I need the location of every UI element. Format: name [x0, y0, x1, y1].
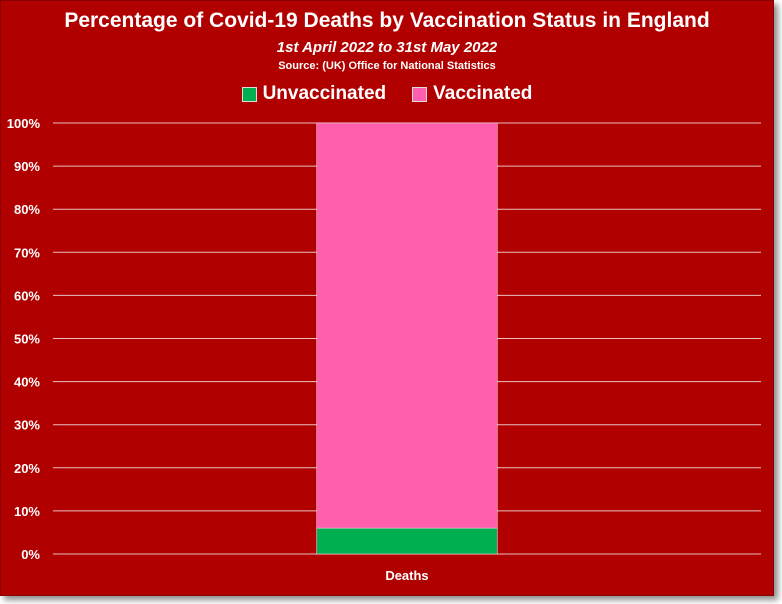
plot-area: 0% 10% 20% 30% 40% 50% 60% 70% 80% 90% 100% Deaths: [7, 116, 761, 583]
chart-frame: Percentage of Covid-19 Deaths by Vaccina…: [0, 0, 774, 596]
y-tick-label: 20%: [14, 461, 40, 476]
legend-swatch-unvaccinated: [241, 86, 257, 102]
legend-item-vaccinated: Vaccinated: [412, 83, 532, 105]
legend-item-unvaccinated: Unvaccinated: [241, 83, 387, 105]
y-tick-label: 90%: [14, 159, 40, 174]
y-tick-label: 0%: [21, 547, 40, 562]
chart-legend: Unvaccinated Vaccinated: [1, 83, 773, 105]
y-tick-label: 50%: [14, 332, 40, 347]
y-tick-label: 30%: [14, 418, 40, 433]
y-tick-label: 70%: [14, 245, 40, 260]
y-tick-label: 60%: [14, 288, 40, 303]
chart-source: Source: (UK) Office for National Statist…: [278, 60, 496, 72]
legend-label-unvaccinated: Unvaccinated: [262, 83, 387, 104]
y-tick-label: 100%: [7, 116, 41, 131]
y-tick-label: 80%: [14, 202, 40, 217]
x-tick-label: Deaths: [385, 568, 428, 583]
legend-swatch-vaccinated: [412, 86, 428, 102]
bar-unvaccinated: [316, 527, 498, 555]
chart-subtitle: 1st April 2022 to 31st May 2022: [276, 39, 498, 56]
y-tick-label: 10%: [14, 504, 40, 519]
bar-vaccinated: [316, 122, 498, 529]
chart-title: Percentage of Covid-19 Deaths by Vaccina…: [64, 9, 710, 32]
legend-label-vaccinated: Vaccinated: [433, 83, 533, 104]
y-tick-label: 40%: [14, 375, 40, 390]
